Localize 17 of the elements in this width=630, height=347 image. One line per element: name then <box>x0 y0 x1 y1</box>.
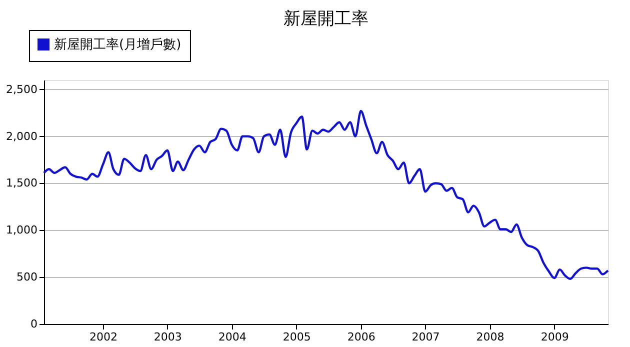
x-tick-label: 2008 <box>476 330 504 344</box>
y-tick-label: 1,000 <box>6 224 38 237</box>
x-tick-label: 2003 <box>154 330 182 344</box>
y-tick-label: 500 <box>16 270 38 284</box>
chart-title: 新屋開工率 <box>284 9 368 29</box>
y-tick-label: 1,500 <box>6 176 38 190</box>
x-tick-label: 2006 <box>347 330 376 344</box>
x-tick-label: 2009 <box>540 330 569 344</box>
line-series <box>42 110 610 280</box>
y-tick-label: 2,000 <box>6 130 38 143</box>
y-tick-label: 0 <box>30 318 38 330</box>
x-tick-label: 2005 <box>282 330 311 344</box>
x-tick-label: 2007 <box>412 330 440 344</box>
x-tick-label: 2002 <box>89 330 118 344</box>
y-tick-label: 2,500 <box>6 82 38 96</box>
x-tick-label: 2004 <box>218 330 246 344</box>
legend-label: 新屋開工率(月增戶數) <box>54 36 182 52</box>
